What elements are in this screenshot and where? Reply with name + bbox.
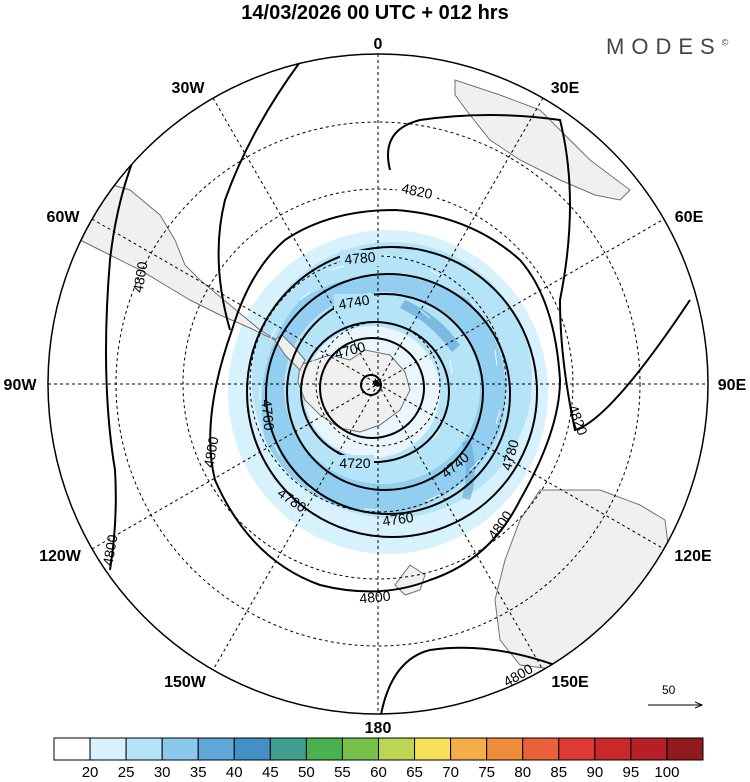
contour-label-4820-right: 4820 (565, 403, 591, 438)
colorbar-swatch (630, 737, 668, 761)
lon-label-150w: 150W (164, 674, 207, 691)
colorbar-tick-label: 65 (406, 764, 423, 781)
contour-4700 (319, 337, 425, 439)
lon-label-90e: 90E (718, 377, 747, 394)
colorbar-swatch (269, 737, 307, 761)
lon-label-60w: 60W (47, 209, 81, 226)
colorbar-tick-label: 55 (334, 764, 351, 781)
colorbar-swatch (522, 737, 560, 761)
contour-4800-main (209, 208, 562, 593)
colorbar-tick-label: 30 (153, 764, 171, 781)
lon-label-60e: 60E (675, 209, 704, 226)
colorbar-swatch (125, 737, 163, 761)
colorbar-swatch (233, 737, 271, 761)
lon-label-180: 180 (365, 720, 392, 737)
colorbar-swatch (414, 737, 452, 761)
colorbar-tick-label: 25 (117, 764, 135, 781)
lon-label-150e: 150E (551, 674, 589, 691)
copyright-mark: © (721, 37, 729, 48)
contour-4720 (300, 321, 450, 463)
lon-label-30e: 30E (551, 80, 580, 97)
contour-4780 (246, 246, 538, 538)
colorbar-tick-label: 95 (622, 764, 640, 781)
modes-logo: MODES© (606, 34, 728, 60)
colorbar-tick-label: 100 (654, 764, 680, 781)
colorbar-tick-label: 90 (586, 764, 604, 781)
height-contours (105, 61, 691, 714)
map-border (47, 53, 709, 715)
colorbar-tick-label: 50 (298, 764, 315, 781)
colorbar-swatch (558, 737, 596, 761)
colorbar-swatch (486, 737, 524, 761)
lon-label-120e: 120E (674, 548, 712, 565)
colorbar-tick-label: 85 (550, 764, 568, 781)
colorbar-tick-label: 70 (442, 764, 459, 781)
contour-min (360, 374, 382, 396)
contour-label-4720-bottom: 4720 (339, 455, 370, 471)
lon-label-0: 0 (374, 36, 383, 53)
contour-label-4740-top: 4740 (337, 291, 371, 312)
colorbar-swatch (666, 737, 704, 761)
colorbar-tick-label: 45 (261, 764, 279, 781)
contour-label-4820-top: 4820 (400, 180, 434, 202)
colorbar-tick-label: 75 (478, 764, 495, 781)
lon-label-90w: 90W (4, 377, 38, 394)
colorbar-swatch (378, 737, 416, 761)
reference-vector-label: 50 (662, 683, 676, 697)
pole-marker (373, 380, 379, 386)
contour-label-4760-bottom: 4760 (381, 509, 414, 529)
contour-4800-outer-left (105, 104, 161, 571)
contour-label-4800-lower-left: 4800 (99, 533, 120, 567)
colorbar-tick-label: 20 (81, 764, 99, 781)
lon-label-30w: 30W (172, 80, 206, 97)
new-zealand-land (394, 564, 426, 596)
colorbar-swatch (53, 737, 91, 761)
colorbar-swatch (161, 737, 199, 761)
colorbar-tick-label: 35 (189, 764, 207, 781)
contour-4740 (286, 293, 484, 491)
contour-label-4800-left-a: 4800 (129, 260, 150, 294)
colorbar-swatch (197, 737, 235, 761)
contour-label-4800-bottom: 4800 (359, 588, 392, 607)
contour-label-4800-left-b: 4800 (200, 435, 221, 469)
africa-land (454, 79, 631, 201)
contour-label-4700-top: 4700 (333, 338, 367, 362)
wind-arrows (259, 254, 501, 511)
contour-4760 (265, 273, 511, 515)
colorbar-swatch (341, 737, 380, 761)
contour-label-4760-left: 4760 (259, 399, 278, 432)
colorbar-swatch (450, 737, 488, 761)
contour-label-4780-top: 4780 (344, 249, 377, 268)
colorbar-swatch (89, 737, 127, 761)
colorbar-tick-label: 60 (370, 764, 387, 781)
contour-4820-right (387, 114, 691, 432)
colorbar-tick-label: 80 (514, 764, 532, 781)
contour-label-4780-right: 4780 (498, 438, 522, 472)
lon-label-120w: 120W (39, 548, 82, 565)
colorbar-tick-label: 40 (225, 764, 243, 781)
chart-title: 14/03/2026 00 UTC + 012 hrs (241, 2, 509, 24)
brand-text: MODES (606, 34, 722, 59)
colorbar (53, 737, 704, 761)
contour-4820-top (217, 61, 301, 331)
colorbar-swatch (305, 737, 343, 761)
longitude-labels: 0 30W 30E 60W 60E 90W 90E 120W 120E 150W… (4, 36, 747, 737)
colorbar-swatch (594, 737, 632, 761)
